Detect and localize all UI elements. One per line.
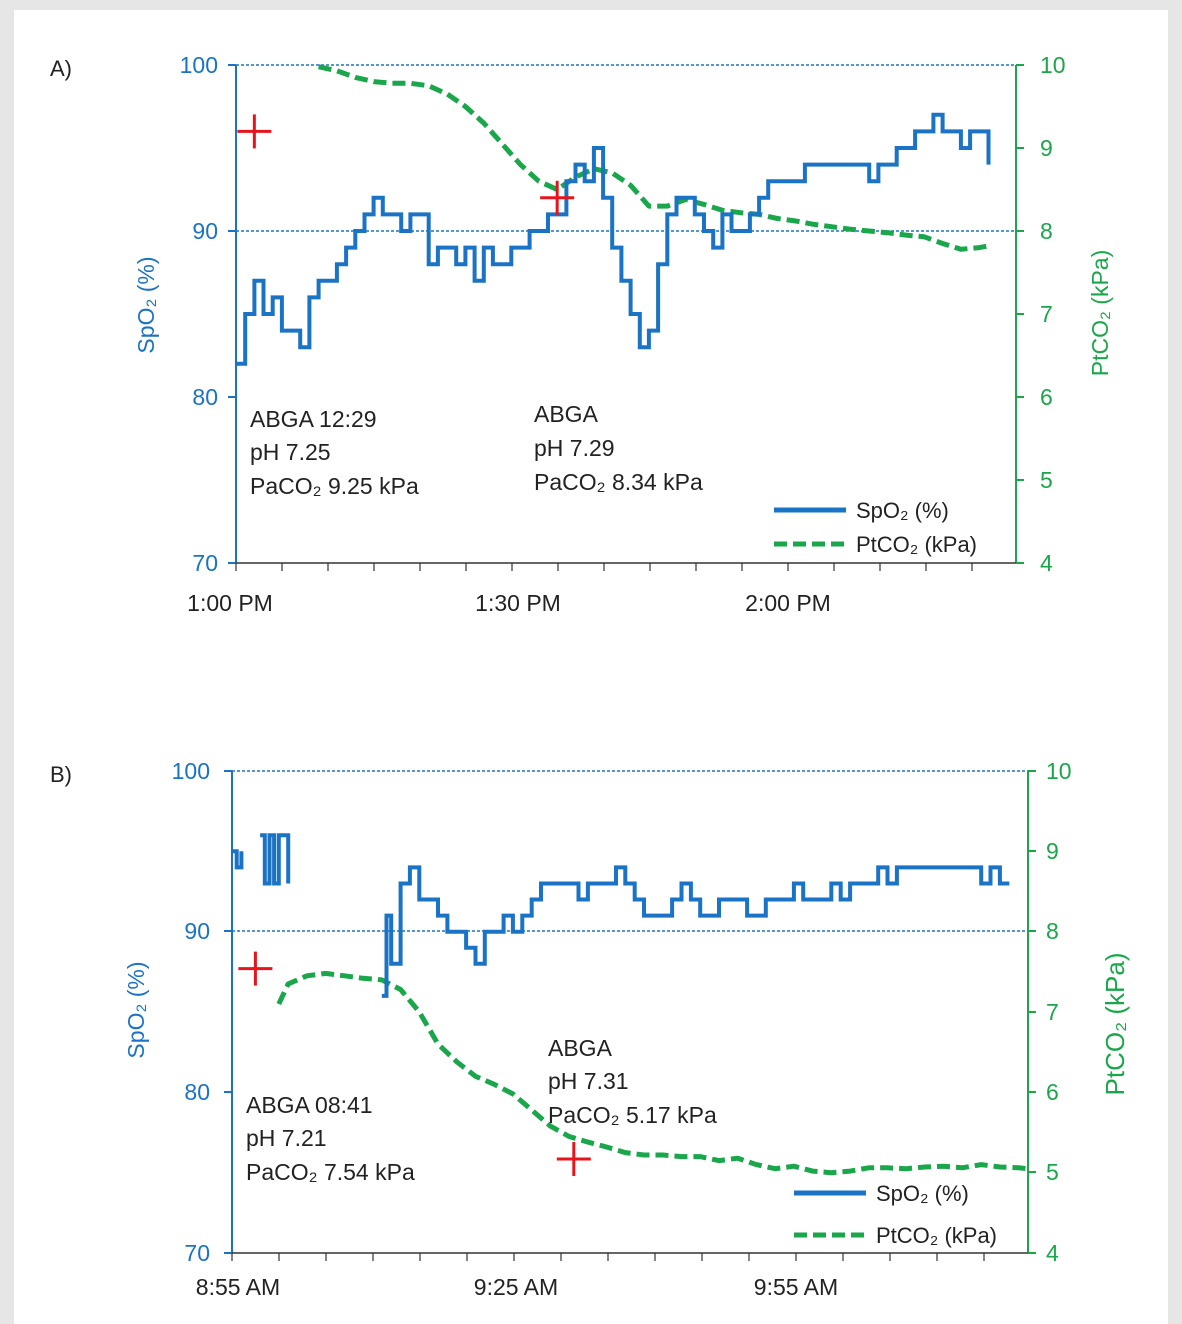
right-tick-label: 8 bbox=[1046, 918, 1059, 944]
plot-area bbox=[236, 64, 991, 366]
right-tick-label: 6 bbox=[1040, 384, 1053, 410]
plot-area bbox=[232, 833, 1026, 1176]
x-tick-label: 9:25 AM bbox=[474, 1274, 558, 1300]
annotation-line: PaCO₂ 9.25 kPa bbox=[250, 473, 419, 499]
right-tick-label: 7 bbox=[1046, 999, 1059, 1025]
right-tick-label: 8 bbox=[1040, 218, 1053, 244]
x-ticks: 1:00 PM 1:30 PM 2:00 PM bbox=[187, 563, 973, 616]
annotation-line: PaCO₂ 8.34 kPa bbox=[534, 469, 703, 495]
legend-label-spo2: SpO₂ (%) bbox=[876, 1181, 969, 1206]
abga-marker bbox=[238, 951, 273, 986]
right-ticks: 10 9 8 7 6 5 4 bbox=[1016, 52, 1066, 576]
x-tick-label: 1:00 PM bbox=[187, 590, 273, 616]
x-tick-label: 1:30 PM bbox=[475, 590, 561, 616]
panel-label: B) bbox=[50, 762, 72, 787]
left-tick-label: 80 bbox=[192, 384, 218, 410]
annotation-1: ABGA 12:29 pH 7.25 PaCO₂ 9.25 kPa bbox=[250, 406, 419, 499]
abga-marker bbox=[556, 1142, 591, 1177]
right-axis-title: PtCO₂ (kPa) bbox=[1100, 953, 1130, 1096]
spo2-line bbox=[236, 112, 991, 366]
x-ticks: 8:55 AM 9:25 AM 9:55 AM bbox=[196, 1253, 985, 1300]
chart-panel-b: B) 100 90 80 70 10 9 8 7 bbox=[50, 758, 1130, 1300]
spo2-segment bbox=[260, 833, 291, 886]
legend: SpO₂ (%) PtCO₂ (kPa) bbox=[794, 1181, 997, 1248]
ptco2-line bbox=[318, 64, 989, 252]
right-ticks: 10 9 8 7 6 5 4 bbox=[1028, 758, 1072, 1266]
left-ticks: 100 90 80 70 bbox=[180, 52, 236, 576]
spo2-segment bbox=[381, 865, 1010, 998]
x-tick-label: 9:55 AM bbox=[754, 1274, 838, 1300]
right-tick-label: 4 bbox=[1040, 550, 1053, 576]
annotation-1: ABGA 08:41 pH 7.21 PaCO₂ 7.54 kPa bbox=[246, 1092, 415, 1185]
annotation-line: ABGA bbox=[548, 1035, 613, 1061]
left-axis-title: SpO₂ (%) bbox=[123, 961, 149, 1058]
left-tick-label: 80 bbox=[184, 1079, 210, 1105]
left-tick-label: 90 bbox=[184, 918, 210, 944]
abga-marker bbox=[540, 180, 575, 215]
annotation-line: PaCO₂ 7.54 kPa bbox=[246, 1159, 415, 1185]
right-axis-title: PtCO₂ (kPa) bbox=[1087, 250, 1113, 377]
annotation-2: ABGA pH 7.31 PaCO₂ 5.17 kPa bbox=[548, 1035, 717, 1128]
right-tick-label: 6 bbox=[1046, 1079, 1059, 1105]
right-tick-label: 5 bbox=[1046, 1159, 1059, 1185]
annotation-line: pH 7.25 bbox=[250, 439, 331, 465]
annotation-line: pH 7.29 bbox=[534, 435, 615, 461]
left-tick-label: 100 bbox=[180, 52, 218, 78]
annotation-line: ABGA bbox=[534, 401, 599, 427]
spo2-segment bbox=[232, 849, 244, 870]
panel-label: A) bbox=[50, 56, 72, 81]
annotation-line: pH 7.21 bbox=[246, 1125, 327, 1151]
legend-label-ptco2: PtCO₂ (kPa) bbox=[856, 532, 977, 557]
right-tick-label: 9 bbox=[1040, 135, 1053, 161]
abga-markers bbox=[238, 951, 591, 1177]
legend-label-ptco2: PtCO₂ (kPa) bbox=[876, 1223, 997, 1248]
annotation-line: ABGA 08:41 bbox=[246, 1092, 373, 1118]
spo2-line bbox=[232, 833, 1010, 998]
right-tick-label: 5 bbox=[1040, 467, 1053, 493]
abga-markers bbox=[237, 114, 575, 215]
annotation-line: pH 7.31 bbox=[548, 1068, 629, 1094]
left-tick-label: 70 bbox=[184, 1240, 210, 1266]
right-tick-label: 4 bbox=[1046, 1240, 1059, 1266]
ptco2-line bbox=[276, 970, 1026, 1176]
legend-label-spo2: SpO₂ (%) bbox=[856, 498, 949, 523]
annotation-2: ABGA pH 7.29 PaCO₂ 8.34 kPa bbox=[534, 401, 703, 495]
x-tick-label: 8:55 AM bbox=[196, 1274, 280, 1300]
right-tick-label: 7 bbox=[1040, 301, 1053, 327]
left-tick-label: 90 bbox=[192, 218, 218, 244]
right-tick-label: 10 bbox=[1040, 52, 1066, 78]
abga-marker bbox=[237, 114, 272, 149]
figure-card bbox=[14, 10, 1168, 1324]
chart-panel-a: A) 100 90 80 70 10 9 8 7 bbox=[50, 52, 1113, 616]
left-axis-title: SpO₂ (%) bbox=[133, 256, 159, 353]
left-tick-label: 100 bbox=[172, 758, 210, 784]
left-tick-label: 70 bbox=[192, 550, 218, 576]
annotation-line: ABGA 12:29 bbox=[250, 406, 377, 432]
x-tick-label: 2:00 PM bbox=[745, 590, 831, 616]
right-tick-label: 10 bbox=[1046, 758, 1072, 784]
annotation-line: PaCO₂ 5.17 kPa bbox=[548, 1102, 717, 1128]
right-tick-label: 9 bbox=[1046, 838, 1059, 864]
legend: SpO₂ (%) PtCO₂ (kPa) bbox=[774, 498, 977, 557]
left-ticks: 100 90 80 70 bbox=[172, 758, 232, 1266]
